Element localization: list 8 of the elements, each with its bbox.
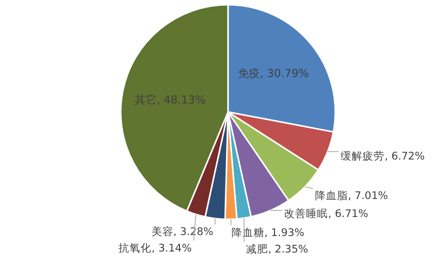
slice-label: 改善睡眠, 6.71% xyxy=(284,207,368,220)
slice-label: 缓解疲劳, 6.72% xyxy=(340,150,425,163)
slice-label: 减肥, 2.35% xyxy=(246,242,308,256)
slice-label: 降血糖, 1.93% xyxy=(231,226,304,239)
slice-label: 免疫, 30.79% xyxy=(238,67,309,80)
slice-label: 抗氧化, 3.14% xyxy=(118,241,192,254)
slice-label: 美容, 3.28% xyxy=(151,225,214,238)
slice-label: 降血脂, 7.01% xyxy=(314,190,388,202)
